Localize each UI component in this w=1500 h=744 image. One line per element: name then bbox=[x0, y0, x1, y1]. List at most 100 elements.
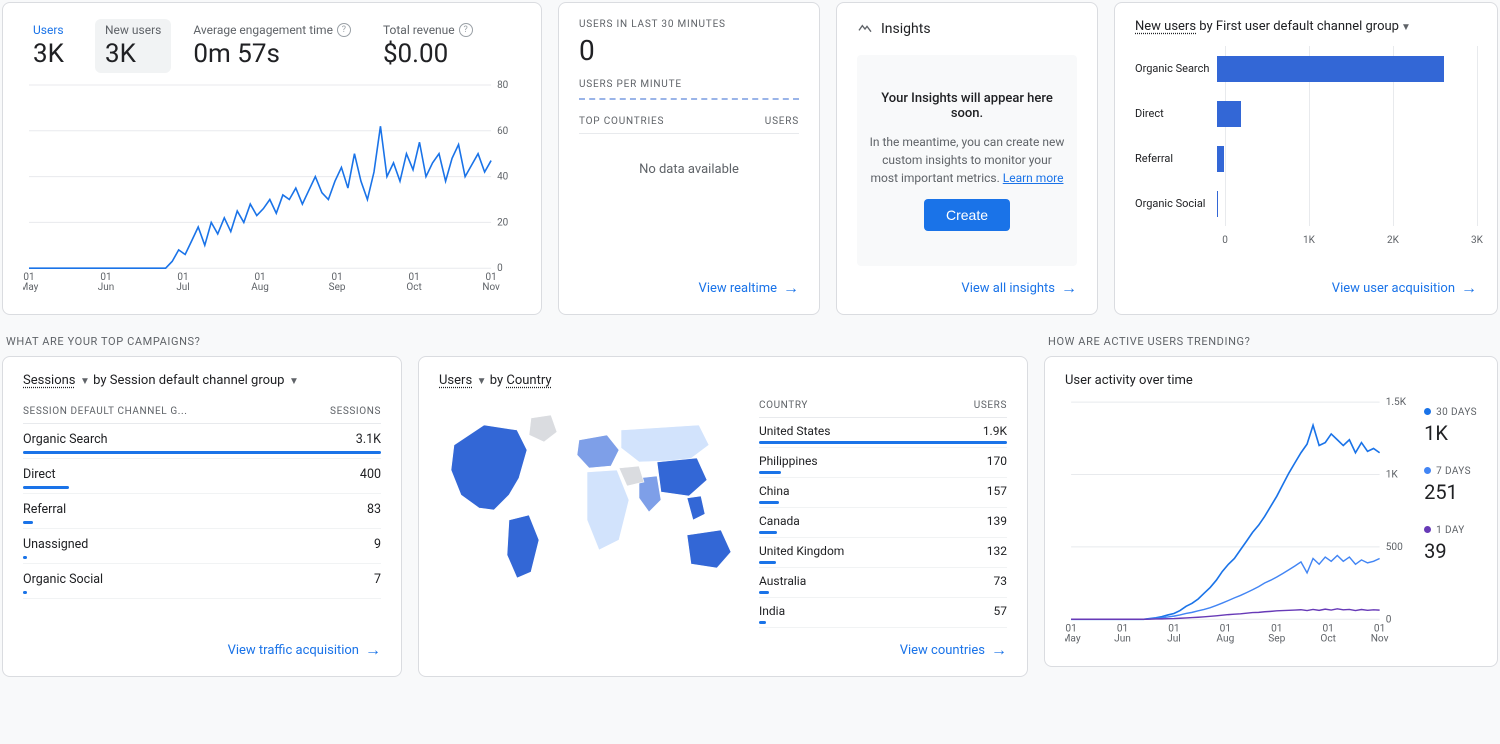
hbar-chart: 01K2K3KOrganic SearchDirectReferralOrgan… bbox=[1225, 46, 1477, 246]
hbar-bar bbox=[1217, 101, 1241, 127]
users-link[interactable]: Users bbox=[439, 373, 472, 388]
arrow-icon: → bbox=[1061, 278, 1077, 298]
country-row[interactable]: United Kingdom132 bbox=[759, 538, 1007, 568]
arrow-icon: → bbox=[1461, 278, 1477, 298]
overview-metrics-card: Users3KNew users3KAverage engagement tim… bbox=[2, 2, 542, 315]
sessions-title[interactable]: Sessions ▼ by Session default channel gr… bbox=[23, 373, 381, 388]
view-countries-link[interactable]: View countries → bbox=[900, 640, 1007, 660]
svg-text:May: May bbox=[23, 282, 39, 293]
insights-body: Your Insights will appear here soon. In … bbox=[857, 55, 1077, 266]
insights-card: Insights Your Insights will appear here … bbox=[836, 2, 1098, 315]
sessions-row[interactable]: Unassigned9 bbox=[23, 529, 381, 564]
create-insight-button[interactable]: Create bbox=[924, 199, 1010, 231]
country-row[interactable]: Canada139 bbox=[759, 508, 1007, 538]
legend-item: 30 DAYS1K bbox=[1424, 404, 1477, 445]
view-realtime-link[interactable]: View realtime → bbox=[699, 278, 799, 298]
svg-text:20: 20 bbox=[497, 217, 509, 228]
chevron-down-icon[interactable]: ▼ bbox=[78, 376, 90, 387]
hbar-label: Direct bbox=[1135, 107, 1217, 120]
arrow-icon: → bbox=[783, 278, 799, 298]
sessions-row[interactable]: Organic Social7 bbox=[23, 564, 381, 599]
svg-text:Jun: Jun bbox=[1114, 634, 1131, 645]
users-col-label: USERS bbox=[765, 116, 799, 127]
no-data-text: No data available bbox=[579, 134, 799, 205]
insights-title: Insights bbox=[881, 21, 931, 37]
svg-text:Sep: Sep bbox=[329, 282, 346, 293]
sessions-table-header: SESSION DEFAULT CHANNEL G... SESSIONS bbox=[23, 400, 381, 424]
chevron-down-icon[interactable]: ▼ bbox=[1401, 22, 1411, 33]
sessions-rows: Organic Search3.1KDirect400Referral83Una… bbox=[23, 424, 381, 599]
svg-text:Oct: Oct bbox=[406, 282, 421, 293]
new-users-link[interactable]: New users bbox=[1135, 19, 1196, 34]
activity-title: User activity over time bbox=[1065, 373, 1477, 388]
svg-text:Jun: Jun bbox=[98, 282, 114, 293]
country-row[interactable]: China157 bbox=[759, 478, 1007, 508]
hbar-bar bbox=[1217, 56, 1444, 82]
hbar-label: Organic Social bbox=[1135, 197, 1217, 210]
chevron-down-icon[interactable]: ▼ bbox=[474, 376, 486, 387]
hbar-label: Referral bbox=[1135, 152, 1217, 165]
sessions-link[interactable]: Sessions bbox=[23, 373, 76, 388]
metric-tabs: Users3KNew users3KAverage engagement tim… bbox=[23, 19, 521, 73]
svg-text:May: May bbox=[1065, 634, 1081, 645]
country-row[interactable]: Philippines170 bbox=[759, 448, 1007, 478]
realtime-users-value: 0 bbox=[579, 34, 799, 67]
metric-tab[interactable]: Average engagement time?0m 57s bbox=[183, 19, 361, 73]
users-per-minute-label: USERS PER MINUTE bbox=[579, 79, 799, 90]
view-traffic-acquisition-link[interactable]: View traffic acquisition → bbox=[228, 640, 381, 660]
campaigns-section-heading: WHAT ARE YOUR TOP CAMPAIGNS? bbox=[6, 335, 1028, 348]
country-row[interactable]: India57 bbox=[759, 598, 1007, 628]
country-table-header: COUNTRY USERS bbox=[759, 400, 1007, 418]
svg-text:60: 60 bbox=[497, 126, 509, 137]
svg-text:Aug: Aug bbox=[1216, 634, 1234, 645]
insights-desc: In the meantime, you can create new cust… bbox=[869, 133, 1065, 187]
svg-text:0: 0 bbox=[1386, 614, 1392, 625]
country-link[interactable]: Country bbox=[506, 373, 551, 388]
svg-text:Jul: Jul bbox=[1167, 634, 1181, 645]
sessions-row[interactable]: Direct400 bbox=[23, 459, 381, 494]
users-line-chart: 02040608001May01Jun01Jul01Aug01Sep01Oct0… bbox=[23, 79, 521, 298]
view-all-insights-link[interactable]: View all insights → bbox=[961, 278, 1077, 298]
svg-text:Jul: Jul bbox=[176, 282, 189, 293]
new-users-channel-title[interactable]: New users by First user default channel … bbox=[1135, 19, 1477, 34]
country-row[interactable]: Australia73 bbox=[759, 568, 1007, 598]
insights-icon bbox=[857, 19, 873, 39]
sparkline-placeholder bbox=[579, 98, 799, 100]
view-user-acquisition-link[interactable]: View user acquisition → bbox=[1332, 278, 1477, 298]
users-by-country-card: Users ▼ by Country COUNTRY USERS United … bbox=[418, 356, 1028, 677]
arrow-icon: → bbox=[991, 640, 1007, 660]
sessions-row[interactable]: Referral83 bbox=[23, 494, 381, 529]
insights-soon-text: Your Insights will appear here soon. bbox=[869, 91, 1065, 121]
help-icon[interactable]: ? bbox=[459, 23, 473, 37]
users-country-title[interactable]: Users ▼ by Country bbox=[439, 373, 1007, 388]
svg-text:0: 0 bbox=[497, 263, 503, 274]
metric-tab[interactable]: Total revenue?$0.00 bbox=[373, 19, 483, 73]
country-rows: United States1.9KPhilippines170China157C… bbox=[759, 418, 1007, 628]
world-map bbox=[439, 400, 739, 590]
realtime-label: USERS IN LAST 30 MINUTES bbox=[579, 19, 799, 30]
sessions-row[interactable]: Organic Search3.1K bbox=[23, 424, 381, 459]
svg-text:Aug: Aug bbox=[251, 282, 268, 293]
arrow-icon: → bbox=[365, 640, 381, 660]
activity-line-chart: 05001K1.5K01May01Jun01Jul01Aug01Sep01Oct… bbox=[1065, 396, 1410, 650]
metric-tab[interactable]: Users3K bbox=[23, 19, 83, 73]
top-countries-header: TOP COUNTRIES USERS bbox=[579, 116, 799, 134]
svg-text:Oct: Oct bbox=[1320, 634, 1336, 645]
metric-tab[interactable]: New users3K bbox=[95, 19, 171, 73]
realtime-card: USERS IN LAST 30 MINUTES 0 USERS PER MIN… bbox=[558, 2, 820, 315]
top-countries-label: TOP COUNTRIES bbox=[579, 116, 664, 127]
trending-section-heading: HOW ARE ACTIVE USERS TRENDING? bbox=[1048, 335, 1498, 348]
svg-text:1K: 1K bbox=[1386, 470, 1399, 481]
svg-text:40: 40 bbox=[497, 172, 509, 183]
help-icon[interactable]: ? bbox=[337, 23, 351, 37]
chevron-down-icon[interactable]: ▼ bbox=[286, 376, 298, 387]
legend-item: 7 DAYS251 bbox=[1424, 463, 1477, 504]
svg-text:Sep: Sep bbox=[1268, 634, 1285, 645]
svg-text:Nov: Nov bbox=[482, 282, 500, 293]
learn-more-link[interactable]: Learn more bbox=[1003, 171, 1064, 185]
svg-text:80: 80 bbox=[497, 80, 509, 91]
activity-legend: 30 DAYS1K7 DAYS2511 DAY39 bbox=[1424, 396, 1477, 650]
user-activity-card: User activity over time 05001K1.5K01May0… bbox=[1044, 356, 1498, 667]
country-row[interactable]: United States1.9K bbox=[759, 418, 1007, 448]
hbar-bar bbox=[1217, 146, 1224, 172]
